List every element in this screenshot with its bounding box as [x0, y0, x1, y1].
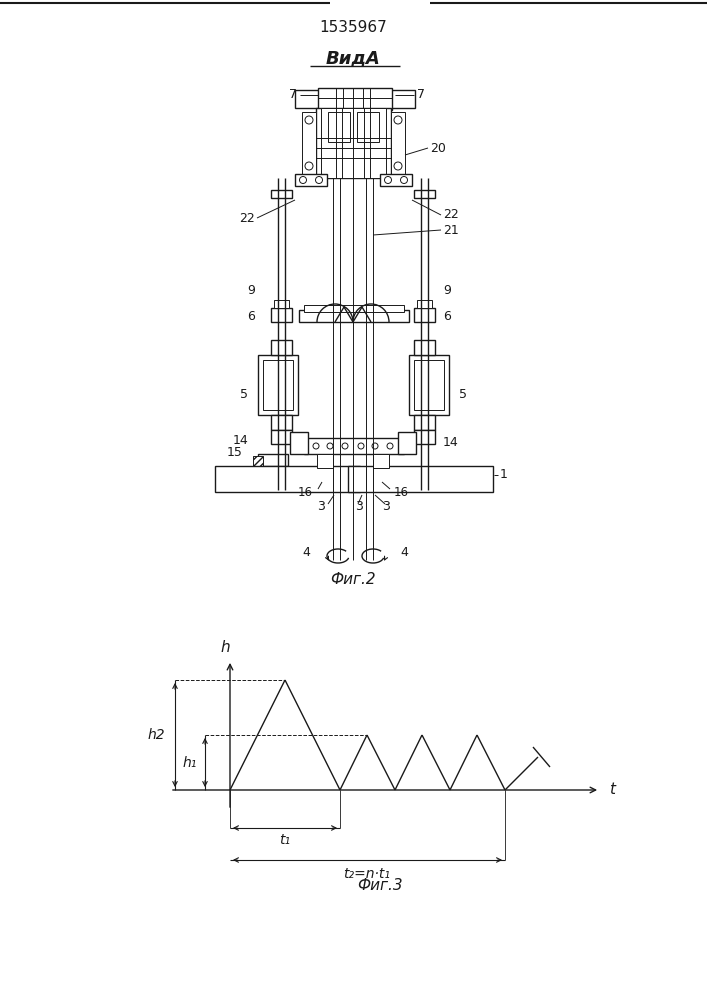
Text: 22: 22 — [239, 212, 255, 225]
Bar — [328, 112, 350, 142]
Bar — [351, 468, 489, 490]
Bar — [414, 430, 435, 444]
Text: 16: 16 — [394, 486, 409, 498]
Text: 3: 3 — [355, 499, 363, 512]
Text: t₂=n·t₁: t₂=n·t₁ — [344, 867, 390, 881]
Bar — [295, 90, 415, 108]
Bar — [409, 355, 449, 415]
Text: 15: 15 — [227, 446, 243, 460]
Circle shape — [305, 116, 313, 124]
Text: 9: 9 — [247, 284, 255, 296]
Text: 1535967: 1535967 — [319, 20, 387, 35]
Bar — [263, 360, 293, 410]
Text: t₁: t₁ — [279, 833, 291, 847]
Bar — [215, 466, 360, 492]
Text: 5: 5 — [459, 388, 467, 401]
Circle shape — [400, 176, 407, 184]
Text: 1: 1 — [500, 468, 508, 482]
Bar — [299, 310, 409, 322]
Text: h2: h2 — [147, 728, 165, 742]
Circle shape — [372, 443, 378, 449]
Bar — [290, 432, 308, 454]
Bar — [357, 112, 379, 142]
Text: 7: 7 — [289, 89, 297, 102]
Text: 3: 3 — [317, 499, 325, 512]
Bar — [391, 112, 405, 174]
Bar — [317, 454, 333, 468]
Text: 9: 9 — [443, 284, 451, 296]
Bar — [304, 305, 404, 312]
Text: 3: 3 — [382, 499, 390, 512]
Bar — [258, 355, 298, 415]
Text: 6: 6 — [247, 310, 255, 324]
Circle shape — [327, 443, 333, 449]
Circle shape — [315, 176, 322, 184]
Text: 6: 6 — [443, 310, 451, 324]
Bar — [271, 340, 292, 355]
Bar — [414, 415, 435, 430]
Bar — [271, 430, 292, 444]
Bar — [414, 360, 444, 410]
Bar — [295, 174, 327, 186]
Text: 14: 14 — [443, 436, 459, 450]
Bar — [271, 415, 292, 430]
Bar — [253, 456, 263, 466]
Text: 22: 22 — [443, 209, 459, 222]
Text: Фиг.2: Фиг.2 — [330, 572, 376, 587]
Text: 5: 5 — [240, 388, 248, 401]
Circle shape — [300, 176, 307, 184]
Bar — [218, 468, 356, 490]
Bar — [414, 308, 435, 322]
Text: 16: 16 — [298, 486, 313, 498]
Text: 4: 4 — [400, 546, 408, 558]
Circle shape — [394, 162, 402, 170]
Circle shape — [342, 443, 348, 449]
Text: 14: 14 — [233, 434, 248, 446]
Bar — [318, 88, 392, 110]
Text: h₁: h₁ — [182, 756, 197, 770]
Text: 20: 20 — [430, 141, 446, 154]
Bar — [302, 112, 316, 174]
Text: 4: 4 — [302, 546, 310, 558]
Bar — [271, 190, 292, 198]
Bar — [316, 108, 391, 178]
Bar — [348, 466, 493, 492]
Bar — [414, 340, 435, 355]
Text: t: t — [609, 782, 615, 798]
Bar — [373, 454, 389, 468]
Circle shape — [358, 443, 364, 449]
Bar — [321, 108, 386, 178]
Circle shape — [305, 162, 313, 170]
Bar — [417, 300, 432, 308]
Bar — [414, 190, 435, 198]
Text: h: h — [220, 641, 230, 656]
Bar — [258, 454, 288, 466]
Bar — [398, 432, 416, 454]
Circle shape — [313, 443, 319, 449]
Bar — [304, 438, 404, 454]
Circle shape — [385, 176, 392, 184]
Bar — [380, 174, 412, 186]
Text: 21: 21 — [443, 224, 459, 236]
Circle shape — [394, 116, 402, 124]
Circle shape — [387, 443, 393, 449]
Bar — [274, 300, 289, 308]
Bar — [271, 308, 292, 322]
Text: ВидА: ВидА — [326, 49, 380, 67]
Text: 7: 7 — [417, 89, 425, 102]
Text: Фиг.3: Фиг.3 — [357, 878, 403, 892]
